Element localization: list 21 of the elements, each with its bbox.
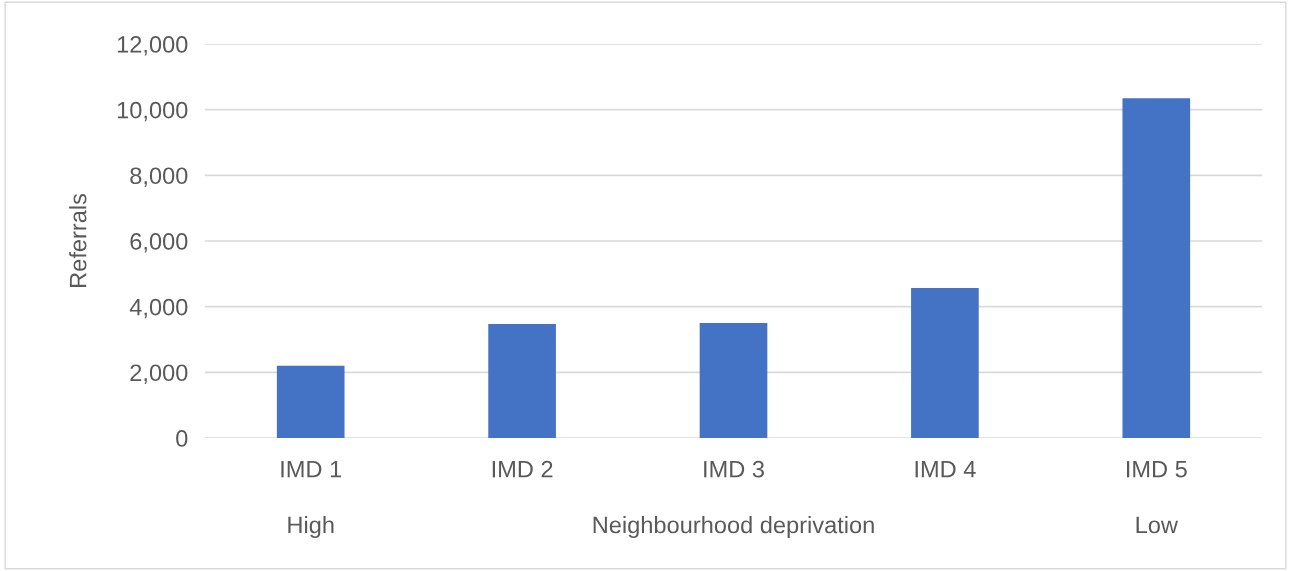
x-tick-label: IMD 4	[915, 461, 976, 478]
y-tick-label: 12,000	[117, 36, 188, 56]
x-axis-title: Neighbourhood deprivation	[593, 515, 874, 539]
x-tick-label: IMD 3	[704, 460, 764, 478]
y-tick-label: 4,000	[129, 298, 188, 319]
x-tick-label: IMD 1	[281, 461, 342, 478]
bar	[1122, 98, 1191, 438]
bar	[488, 324, 556, 438]
text: High	[288, 515, 334, 539]
bar	[911, 287, 979, 438]
bar	[276, 365, 345, 438]
x-tick-label: IMD 2	[492, 460, 553, 478]
y-axis-title: Referrals	[69, 193, 87, 287]
y-tick-label: 8,000	[130, 167, 188, 187]
text: Low	[1136, 516, 1179, 534]
y-tick-label: 10,000	[117, 101, 188, 122]
y-tick-label: 2,000	[130, 364, 188, 384]
bar	[699, 323, 768, 438]
y-tick-label: 0	[176, 430, 188, 447]
y-tick-label: 6,000	[130, 233, 188, 253]
x-tick-label: IMD 5	[1127, 461, 1187, 478]
